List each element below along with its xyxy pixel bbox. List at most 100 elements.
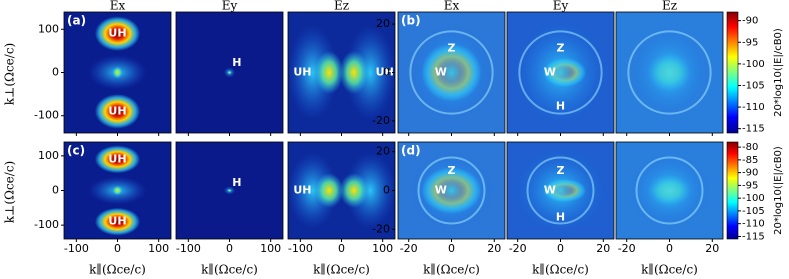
panel-label: (a) bbox=[67, 14, 86, 28]
heatmap-blob bbox=[227, 189, 232, 192]
x-tick-label: -20 bbox=[400, 242, 418, 255]
heatmap-blob bbox=[94, 94, 141, 129]
x-tick-label: 0 bbox=[557, 242, 564, 255]
heatmap bbox=[616, 142, 723, 239]
heatmap-blob bbox=[626, 151, 713, 230]
colorbar-tick-label: -95 bbox=[742, 180, 758, 191]
y-tick-label: -100 bbox=[34, 109, 59, 122]
resonance-ring bbox=[417, 156, 486, 225]
heatmap-blob bbox=[112, 66, 123, 79]
panel-label: (d) bbox=[401, 144, 421, 158]
x-tick-label: 0 bbox=[226, 242, 233, 255]
y-tick-label: 100 bbox=[38, 149, 59, 162]
resonance-ring bbox=[409, 30, 494, 115]
x-tick-label: 20 bbox=[596, 242, 610, 255]
x-tick-label: -100 bbox=[176, 242, 201, 255]
y-tick-label: 0 bbox=[383, 66, 390, 79]
colorbar-tick-label: -105 bbox=[742, 206, 765, 217]
y-tick-label: 20 bbox=[376, 17, 390, 30]
annotation: UH bbox=[293, 66, 311, 79]
column-title: Ez bbox=[334, 0, 349, 13]
x-axis-label: k∥(Ωce/c) bbox=[641, 263, 698, 277]
heatmap-blob bbox=[288, 24, 338, 121]
annotation: Z bbox=[557, 41, 565, 54]
x-tick-label: 0 bbox=[114, 242, 121, 255]
heatmap-blob bbox=[408, 151, 495, 230]
x-tick-label: -20 bbox=[618, 242, 636, 255]
colorbar-tick-label: -115 bbox=[742, 231, 765, 242]
annotation: UH bbox=[108, 215, 126, 228]
colorbar-tick-label: -100 bbox=[742, 193, 765, 204]
annotation: W bbox=[435, 66, 447, 79]
x-tick-label: 0 bbox=[338, 242, 345, 255]
annotation: UH bbox=[293, 184, 311, 197]
annotation: UH bbox=[376, 66, 394, 79]
heatmap-blob bbox=[314, 173, 344, 208]
y-axis-label: k⊥(Ωce/c) bbox=[3, 161, 17, 223]
resonance-ring bbox=[518, 30, 603, 115]
heatmap bbox=[507, 12, 614, 133]
y-tick-label: 0 bbox=[52, 66, 59, 79]
resonance-ring bbox=[635, 156, 704, 225]
colorbar-tick-label: -80 bbox=[742, 142, 758, 153]
y-tick-label: 20 bbox=[376, 145, 390, 158]
heatmap bbox=[398, 12, 505, 133]
heatmap-blob bbox=[408, 24, 495, 121]
x-tick-label: 20 bbox=[487, 242, 501, 255]
x-axis-label: k∥(Ωce/c) bbox=[313, 263, 370, 277]
colorbar-tick-label: -115 bbox=[742, 124, 765, 135]
heatmap-blob bbox=[345, 24, 395, 121]
heatmap bbox=[507, 142, 614, 239]
x-axis-label: k∥(Ωce/c) bbox=[532, 263, 589, 277]
annotation: W bbox=[435, 184, 447, 197]
x-tick-label: 100 bbox=[372, 242, 393, 255]
annotation: H bbox=[232, 176, 241, 189]
column-title: Ey bbox=[222, 0, 238, 13]
heatmap bbox=[288, 142, 395, 239]
colorbar-tick-label: -105 bbox=[742, 80, 765, 91]
heatmap-blob bbox=[626, 24, 713, 121]
x-axis-label: k∥(Ωce/c) bbox=[201, 263, 258, 277]
heatmap bbox=[176, 142, 283, 239]
heatmap bbox=[176, 12, 283, 133]
heatmap-blob bbox=[345, 152, 395, 229]
heatmap-blob bbox=[227, 70, 232, 75]
heatmap-blob bbox=[94, 207, 141, 236]
heatmap bbox=[288, 12, 395, 133]
x-tick-label: 20 bbox=[705, 242, 719, 255]
panel-label: (c) bbox=[67, 144, 85, 158]
y-tick-label: 100 bbox=[38, 22, 59, 35]
colorbar-tick-label: -110 bbox=[742, 102, 765, 113]
heatmap-blob bbox=[339, 50, 369, 95]
x-tick-label: 100 bbox=[260, 242, 281, 255]
heatmap-blob bbox=[112, 185, 123, 196]
colorbar-label: 20*log10(|E|/cB0) bbox=[773, 146, 784, 235]
annotation: Z bbox=[557, 164, 565, 177]
annotation: UH bbox=[108, 27, 126, 40]
colorbar bbox=[726, 11, 739, 134]
annotation: Z bbox=[448, 41, 456, 54]
resonance-ring bbox=[627, 30, 712, 115]
annotation: W bbox=[544, 66, 556, 79]
x-tick-label: -20 bbox=[509, 242, 527, 255]
annotation: H bbox=[556, 99, 565, 112]
colorbar-tick-label: -90 bbox=[742, 16, 758, 27]
heatmap bbox=[616, 12, 723, 133]
column-title: Ez bbox=[662, 0, 677, 13]
column-title: Ex bbox=[444, 0, 460, 13]
annotation: Z bbox=[448, 164, 456, 177]
heatmap-blob bbox=[339, 173, 369, 208]
heatmap-blob bbox=[513, 147, 608, 234]
y-tick-label: -20 bbox=[372, 222, 390, 235]
column-title: Ex bbox=[110, 0, 126, 13]
annotation: W bbox=[544, 184, 556, 197]
x-tick-label: 0 bbox=[448, 242, 455, 255]
x-tick-label: -100 bbox=[64, 242, 89, 255]
heatmap bbox=[64, 12, 171, 133]
panel-label: (b) bbox=[401, 14, 421, 28]
colorbar-tick-label: -110 bbox=[742, 219, 765, 230]
colorbar-tick-label: -95 bbox=[742, 37, 758, 48]
colorbar-tick-label: -90 bbox=[742, 168, 758, 179]
x-tick-label: -100 bbox=[288, 242, 313, 255]
